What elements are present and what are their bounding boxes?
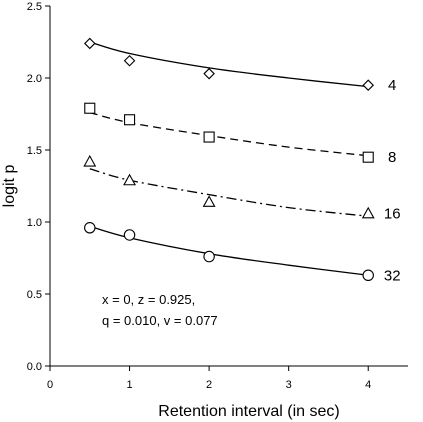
data-point-32 <box>84 222 96 234</box>
data-point-32 <box>203 250 215 263</box>
data-point-8 <box>203 131 215 143</box>
x-tick-label: 3 <box>286 379 292 391</box>
series-label-4: 4 <box>388 77 396 94</box>
data-point-16 <box>123 173 136 186</box>
data-point-8 <box>84 102 96 114</box>
fit-line-16 <box>89 168 369 217</box>
y-tick-label: 1.0 <box>27 217 42 229</box>
y-tick-label: 0.0 <box>27 361 42 373</box>
x-tick-label: 0 <box>47 379 53 391</box>
data-point-4 <box>203 67 215 80</box>
y-tick-label: 2.5 <box>27 1 42 13</box>
y-tick-label: 1.5 <box>27 145 42 157</box>
x-axis-label: Retention interval (in sec) <box>158 403 339 420</box>
series-label-8: 8 <box>388 149 396 166</box>
data-point-4 <box>362 79 375 91</box>
data-point-32 <box>362 269 374 282</box>
data-point-8 <box>124 114 136 126</box>
x-tick-label: 1 <box>126 379 132 391</box>
fit-line-4 <box>89 41 369 88</box>
series-labels: 4 8 16 32 <box>384 77 401 284</box>
y-tick-label: 2.0 <box>27 73 42 85</box>
data-point-32 <box>123 229 136 241</box>
x-tick-label: 2 <box>206 379 212 391</box>
data-point-16 <box>202 195 216 207</box>
data-point-4 <box>123 54 136 67</box>
annotation-line-1: x = 0, z = 0.925, <box>102 292 195 307</box>
series-label-16: 16 <box>384 205 401 222</box>
data-point-4 <box>83 37 96 50</box>
data-markers <box>83 37 375 282</box>
series-label-32: 32 <box>384 267 401 284</box>
annotation-line-2: q = 0.010, v = 0.077 <box>102 313 218 328</box>
y-axis-label: logit p <box>1 165 18 208</box>
y-tick-label: 0.5 <box>27 289 42 301</box>
x-tick-label: 4 <box>365 379 371 391</box>
data-point-8 <box>362 151 374 163</box>
data-point-16 <box>83 154 97 167</box>
axes: 0.0 0.5 1.0 1.5 2.0 2.5 0 1 2 3 4 <box>27 1 408 391</box>
data-point-16 <box>361 206 375 219</box>
